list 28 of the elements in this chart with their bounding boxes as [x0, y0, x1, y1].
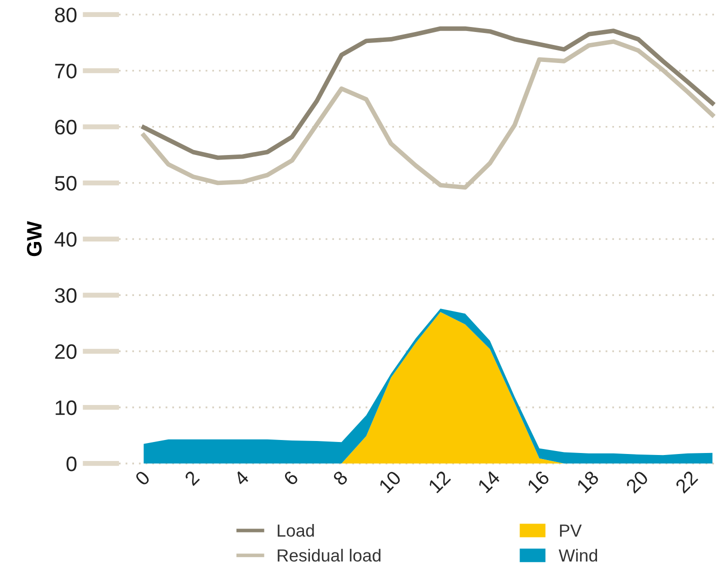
x-tick-label: 10: [378, 470, 402, 494]
legend-label: Residual load: [278, 548, 380, 562]
y-tick-label: 80: [55, 8, 76, 22]
x-tick-label: 20: [625, 470, 650, 494]
y-tick-label: 0: [66, 456, 76, 472]
legend-label: PV: [560, 524, 582, 537]
y-tick-label: 20: [55, 344, 76, 360]
x-tick-label: 18: [576, 470, 600, 494]
x-tick-label: 0: [134, 470, 151, 486]
x-tick-label: 8: [332, 470, 348, 486]
legend-label: Wind: [558, 548, 598, 562]
x-tick-label: 6: [282, 470, 299, 486]
x-tick-label: 14: [477, 470, 501, 494]
x-tick-label: 2: [184, 470, 200, 486]
x-tick-label: 4: [233, 470, 250, 486]
y-tick-label: 60: [55, 120, 76, 135]
x-tick-label: 22: [674, 470, 698, 494]
y-axis-title: GW: [26, 221, 42, 256]
y-tick-label: 40: [54, 232, 76, 247]
x-tick-label: 12: [428, 470, 451, 494]
y-tick-label: 70: [55, 64, 76, 78]
y-tick-label: 50: [54, 176, 76, 191]
x-tick-label: 16: [526, 470, 550, 494]
legend-label: Load: [278, 524, 314, 537]
line-series: [141, 39, 715, 190]
y-tick-label: 10: [56, 400, 76, 416]
line-series: [141, 26, 715, 160]
y-tick-label: 30: [54, 288, 76, 303]
